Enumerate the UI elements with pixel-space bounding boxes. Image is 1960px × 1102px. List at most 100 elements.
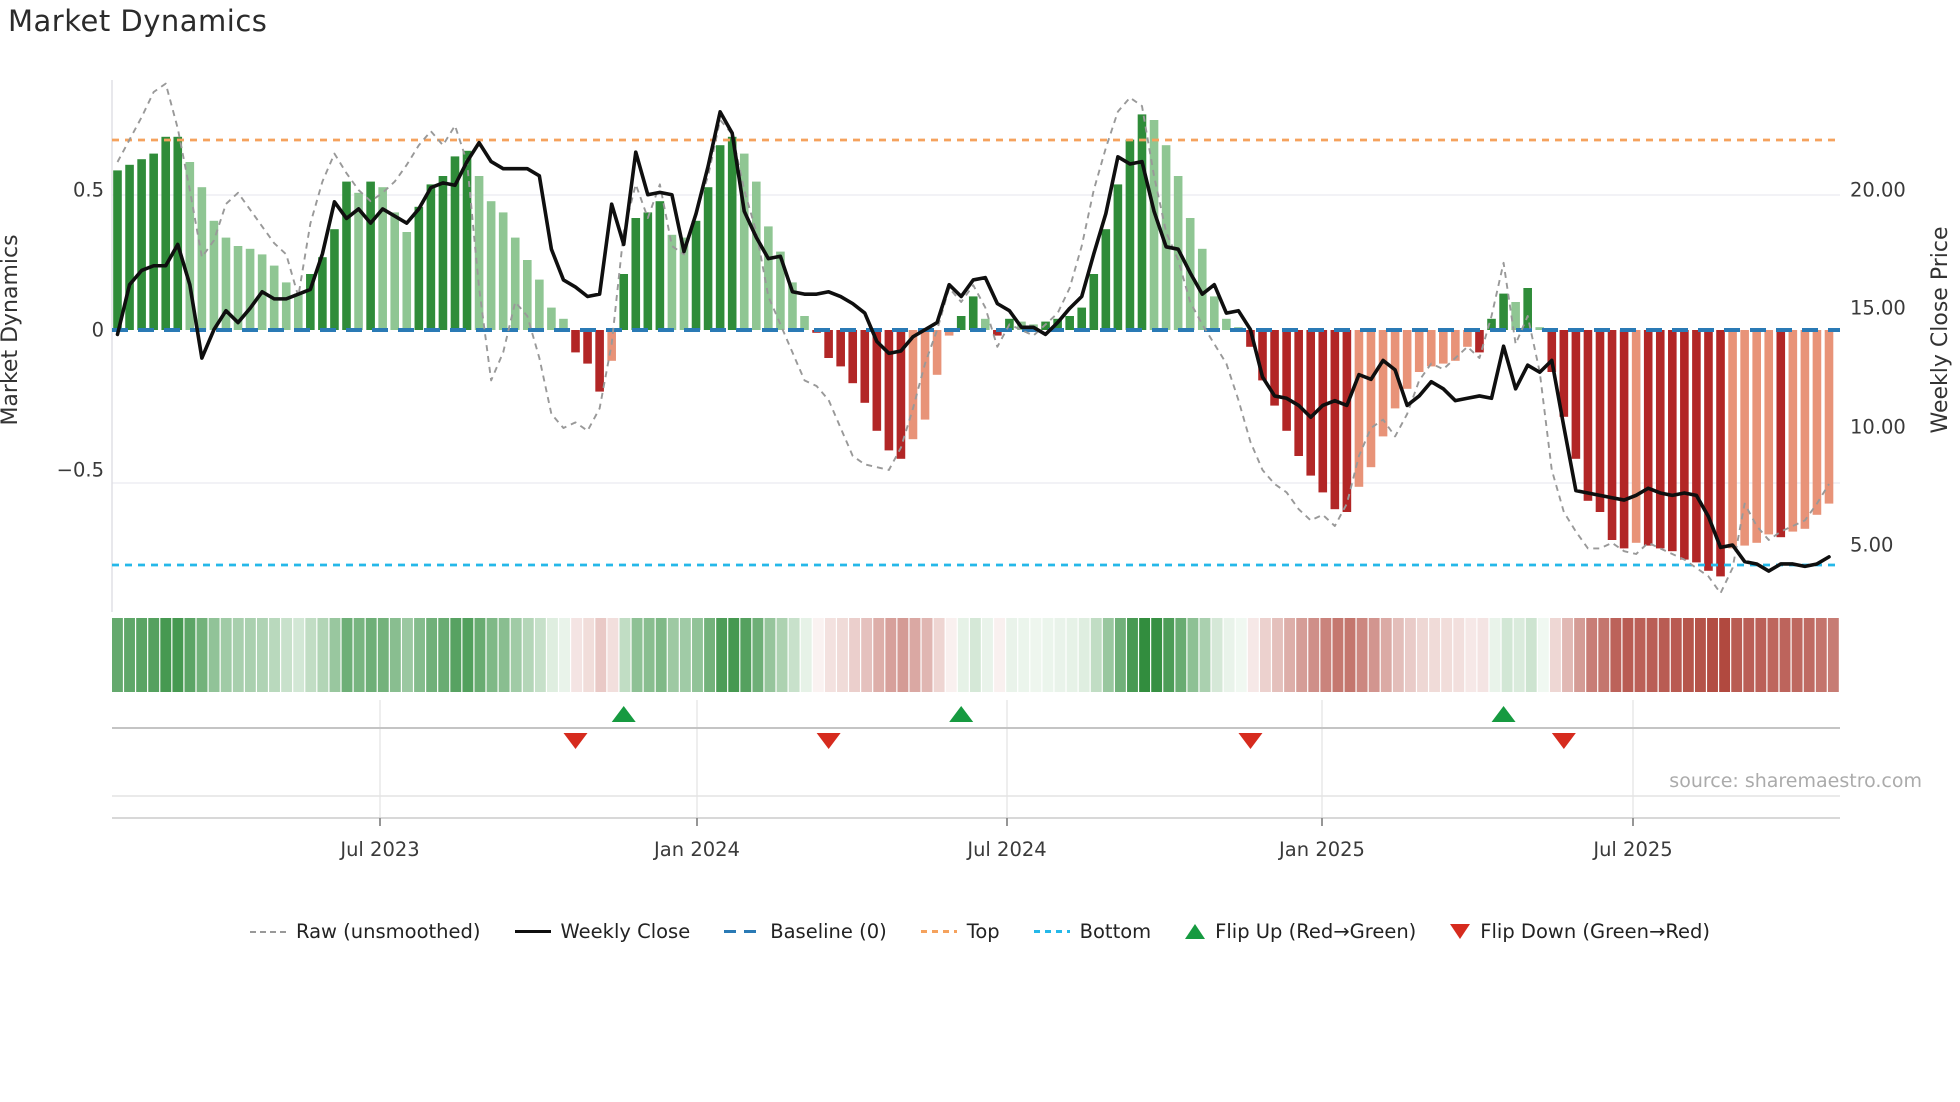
heatmap-cell bbox=[1175, 618, 1187, 692]
momentum-bar bbox=[209, 220, 219, 330]
heatmap-cell bbox=[498, 618, 510, 692]
momentum-bar bbox=[1716, 330, 1725, 577]
heatmap-cell bbox=[1054, 618, 1066, 692]
heatmap-cell bbox=[1477, 618, 1489, 692]
momentum-bar bbox=[510, 237, 520, 330]
top-band-swatch-icon bbox=[920, 930, 957, 933]
heatmap-cell bbox=[1259, 618, 1271, 692]
right-axis-tick: 15.00 bbox=[1850, 296, 1906, 320]
main-gridlines bbox=[111, 80, 1840, 612]
momentum-bar bbox=[1342, 330, 1352, 512]
momentum-bar bbox=[1631, 330, 1641, 543]
momentum-bar bbox=[1776, 330, 1786, 538]
heatmap-cell bbox=[353, 618, 365, 692]
bottom-band-swatch-icon bbox=[1033, 930, 1070, 933]
heatmap-cell bbox=[160, 618, 172, 692]
momentum-bar bbox=[547, 307, 556, 330]
momentum-bar bbox=[414, 206, 424, 330]
heatmap-cell bbox=[1344, 618, 1356, 692]
momentum-bar bbox=[776, 251, 785, 330]
heatmap-cell bbox=[1598, 618, 1610, 692]
heatmap-cell bbox=[1731, 618, 1743, 692]
heatmap-cell bbox=[1658, 618, 1670, 692]
momentum-bar bbox=[330, 229, 339, 330]
heatmap-cell bbox=[232, 618, 244, 692]
heatmap-cell bbox=[1646, 618, 1658, 692]
momentum-bar bbox=[631, 218, 641, 330]
momentum-bar bbox=[932, 330, 942, 375]
heatmap-cell bbox=[1489, 618, 1501, 692]
momentum-bar bbox=[1258, 330, 1267, 381]
momentum-bar bbox=[1414, 330, 1424, 372]
momentum-bar bbox=[824, 330, 833, 358]
momentum-bar bbox=[486, 201, 496, 330]
flip-up-triangle-icon bbox=[1185, 924, 1206, 939]
momentum-bar bbox=[185, 162, 195, 330]
momentum-bar bbox=[1089, 274, 1099, 330]
flip-up-marker-icon bbox=[611, 706, 636, 722]
momentum-bar bbox=[872, 330, 882, 431]
baseline-swatch-icon bbox=[724, 929, 761, 934]
heatmap-cell bbox=[885, 618, 897, 692]
legend-label: Baseline (0) bbox=[770, 920, 887, 943]
heatmap-cell bbox=[969, 618, 981, 692]
heatmap-cell bbox=[244, 618, 256, 692]
heatmap-cell bbox=[1284, 618, 1296, 692]
momentum-bar bbox=[993, 330, 1002, 336]
heatmap-cell bbox=[1199, 618, 1211, 692]
momentum-bar bbox=[306, 274, 315, 330]
momentum-bar bbox=[1463, 330, 1472, 347]
heatmap-cell bbox=[1791, 618, 1803, 692]
chart-legend: Raw (unsmoothed) Weekly Close Baseline (… bbox=[0, 920, 1960, 943]
heatmap-cell bbox=[148, 618, 160, 692]
momentum-bar bbox=[125, 164, 134, 330]
heatmap-cell bbox=[764, 618, 776, 692]
x-axis-tick: Jan 2025 bbox=[1279, 838, 1365, 861]
heatmap-cell bbox=[184, 618, 196, 692]
flip-down-triangle-icon bbox=[1450, 924, 1471, 939]
momentum-bar bbox=[595, 330, 604, 392]
momentum-bar bbox=[149, 153, 158, 330]
momentum-bar bbox=[1547, 330, 1557, 372]
x-axis-tick: Jul 2023 bbox=[340, 838, 420, 861]
heatmap-cell bbox=[1719, 618, 1731, 692]
left-axis-tick: 0 bbox=[91, 318, 104, 342]
momentum-bar bbox=[1800, 330, 1810, 529]
momentum-bar bbox=[1655, 330, 1665, 549]
momentum-bar bbox=[1583, 330, 1593, 501]
heatmap-cell bbox=[196, 618, 208, 692]
momentum-bar bbox=[559, 318, 568, 330]
momentum-bar bbox=[390, 212, 400, 330]
heatmap-cell bbox=[438, 618, 450, 692]
momentum-bar bbox=[426, 184, 436, 330]
momentum-bar bbox=[1197, 248, 1207, 330]
momentum-bar bbox=[378, 187, 387, 330]
heatmap-cell bbox=[1223, 618, 1235, 692]
momentum-bar bbox=[1161, 145, 1171, 330]
heatmap-cell bbox=[136, 618, 148, 692]
heatmap-cell bbox=[124, 618, 135, 692]
heatmap-cell bbox=[402, 618, 413, 692]
heatmap-cell bbox=[1151, 618, 1163, 692]
heatmap-cell bbox=[1682, 618, 1694, 692]
heatmap-cell bbox=[1247, 618, 1259, 692]
heatmap-cell bbox=[704, 618, 715, 692]
flip-up-marker-icon bbox=[1491, 706, 1516, 722]
heatmap-cell bbox=[631, 618, 643, 692]
momentum-bar bbox=[1065, 316, 1074, 330]
heatmap-cell bbox=[1562, 618, 1573, 692]
momentum-bar bbox=[1439, 330, 1448, 364]
momentum-bar bbox=[293, 293, 303, 330]
momentum-bar bbox=[1101, 229, 1111, 330]
heatmap-cell bbox=[933, 618, 945, 692]
momentum-bar bbox=[1559, 330, 1569, 417]
heatmap-cell bbox=[257, 618, 268, 692]
legend-item-bottom: Bottom bbox=[1033, 920, 1151, 943]
momentum-bar bbox=[1475, 330, 1484, 353]
heatmap-cell bbox=[1429, 618, 1441, 692]
heatmap-cell bbox=[559, 618, 570, 692]
momentum-bar bbox=[137, 159, 146, 330]
momentum-bar bbox=[1643, 330, 1653, 546]
momentum-bar bbox=[354, 192, 363, 330]
momentum-bar bbox=[245, 248, 255, 330]
